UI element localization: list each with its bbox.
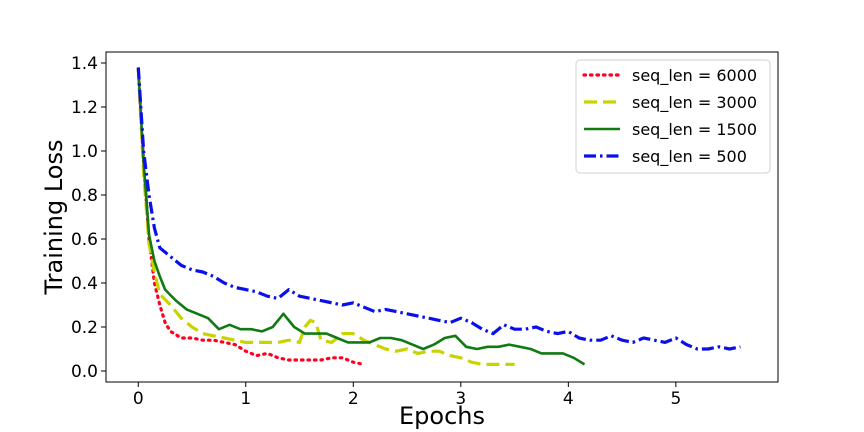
x-tick-label-2: 2 [348, 389, 359, 409]
x-tick-label-4: 4 [563, 389, 574, 409]
y-axis-label: Training Loss [40, 140, 68, 296]
legend-label-0: seq_len = 6000 [632, 66, 757, 86]
x-tick-label-1: 1 [240, 389, 251, 409]
series-line-3 [136, 67, 741, 351]
y-tick-label-5: 1.0 [71, 142, 98, 162]
x-tick-label-5: 5 [670, 389, 681, 409]
x-tick-label-3: 3 [455, 389, 466, 409]
y-tick-label-7: 1.4 [71, 54, 98, 74]
axes: 0 1 2 3 4 5 0.0 0.2 0.4 0.6 0.8 1.0 1.2 1.4 [71, 51, 779, 409]
x-tick-label-0: 0 [133, 389, 144, 409]
y-tick-label-4: 0.8 [71, 186, 98, 206]
legend: seq_len = 6000 seq_len = 3000 seq_len = 15… [575, 59, 771, 174]
x-axis-label: Epochs [399, 402, 485, 430]
y-tick-label-1: 0.2 [71, 318, 98, 338]
legend-label-3: seq_len = 500 [632, 147, 747, 167]
y-tick-label-2: 0.4 [71, 274, 98, 294]
plot-area [136, 67, 741, 366]
y-tick-label-3: 0.6 [71, 230, 98, 250]
y-tick-label-6: 1.2 [71, 98, 98, 118]
y-tick-label-0: 0.0 [71, 362, 98, 382]
legend-label-1: seq_len = 3000 [632, 93, 757, 113]
series-line-2 [137, 69, 586, 366]
axes-frame [105, 51, 779, 383]
series-line-1 [136, 69, 515, 366]
series-line-0 [136, 67, 366, 366]
legend-box [575, 59, 771, 174]
legend-label-2: seq_len = 1500 [632, 120, 757, 140]
